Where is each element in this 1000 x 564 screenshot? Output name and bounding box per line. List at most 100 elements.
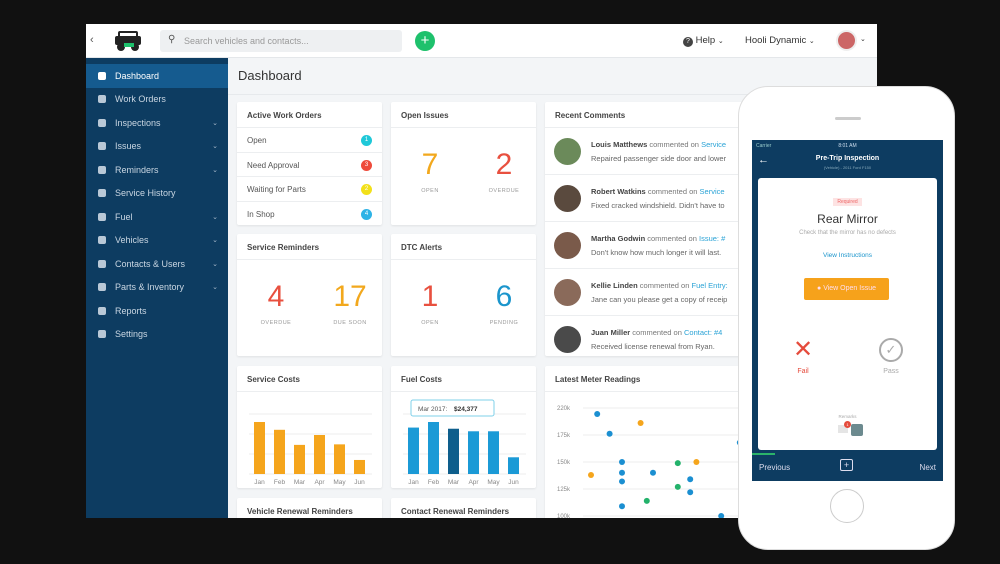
x-tick-label: Jan [408, 479, 419, 486]
comment-item[interactable]: Louis Matthews commented on Service Repai… [545, 128, 745, 175]
dtc-alerts-card[interactable]: DTC Alerts 1 OPEN 6 PENDING [391, 234, 536, 356]
scatter-point[interactable] [643, 497, 650, 504]
sidebar-item-fuel[interactable]: Fuel ⌄ [86, 205, 228, 229]
collapse-sidebar-icon[interactable]: ‹ [90, 34, 94, 46]
sidebar-item-service-history[interactable]: Service History [86, 182, 228, 206]
work-order-row[interactable]: Waiting for Parts 2 [237, 177, 382, 202]
stat-value: 17 [333, 280, 367, 313]
bar[interactable] [508, 457, 519, 474]
sidebar-item-issues[interactable]: Issues ⌄ [86, 135, 228, 159]
comment-item[interactable]: Juan Miller commented on Contact: #4 Rece… [545, 316, 745, 356]
sidebar-item-work-orders[interactable]: Work Orders [86, 88, 228, 112]
scatter-point[interactable] [650, 469, 656, 476]
sidebar-item-reports[interactable]: Reports [86, 299, 228, 323]
scatter-point[interactable] [619, 478, 625, 485]
comment-header: Louis Matthews commented on Service [591, 140, 726, 149]
divider [228, 94, 877, 95]
scatter-point[interactable] [674, 483, 681, 490]
scatter-point[interactable] [619, 503, 625, 510]
top-bar: ‹ ⚲ Search vehicles and contacts... + ? H… [86, 24, 877, 58]
comment-verb: commented on [632, 328, 682, 337]
sidebar-item-vehicles[interactable]: Vehicles ⌄ [86, 229, 228, 253]
scatter-point[interactable] [687, 476, 694, 483]
work-order-row[interactable]: In Shop 4 [237, 202, 382, 226]
help-icon: ? [683, 37, 693, 47]
bar[interactable] [334, 444, 345, 474]
sidebar: Dashboard Work Orders Inspections ⌄ Issues ⌄ R… [86, 58, 228, 518]
scatter-point[interactable] [637, 420, 644, 426]
bar[interactable] [448, 428, 459, 474]
sidebar-item-contacts-users[interactable]: Contacts & Users ⌄ [86, 252, 228, 276]
sidebar-item-parts-inventory[interactable]: Parts & Inventory ⌄ [86, 276, 228, 300]
scatter-point[interactable] [606, 430, 613, 437]
back-arrow-icon[interactable]: ← [758, 154, 769, 166]
add-button[interactable]: + [415, 31, 435, 51]
vehicle-renewal-card[interactable]: Vehicle Renewal Reminders [237, 498, 382, 518]
bar[interactable] [294, 444, 305, 474]
comment-link[interactable]: Issue: # [698, 234, 726, 243]
add-photo-icon[interactable] [851, 424, 863, 436]
card-title: Service Costs [237, 366, 382, 392]
comment-link[interactable]: Service [699, 187, 725, 196]
previous-button[interactable]: Previous [759, 463, 791, 472]
comment-item[interactable]: Robert Watkins commented on Service Fixed… [545, 175, 745, 222]
next-button[interactable]: Next [919, 463, 936, 472]
comment-link[interactable]: Fuel Entry: [691, 281, 728, 290]
account-menu[interactable]: Hooli Dynamic ⌄ [745, 35, 815, 46]
comment-link[interactable]: Service [701, 140, 727, 149]
scatter-point[interactable] [594, 411, 601, 417]
comment-icon[interactable] [838, 425, 848, 433]
fail-button[interactable]: ✕ Fail [783, 338, 823, 376]
card-title: Open Issues [391, 102, 536, 128]
open-issues-card[interactable]: Open Issues 7 OPEN 2 OVERDUE [391, 102, 536, 225]
count-badge: 1 [361, 135, 372, 146]
sidebar-item-reminders[interactable]: Reminders ⌄ [86, 158, 228, 182]
comment-item[interactable]: Martha Godwin commented on Issue: # Don't… [545, 222, 745, 269]
bar[interactable] [488, 431, 499, 474]
service-reminders-card[interactable]: Service Reminders 4 OVERDUE 17 DUE SOON [237, 234, 382, 356]
bar[interactable] [408, 427, 419, 474]
status-time: 8:01 AM [838, 143, 857, 149]
bar[interactable] [468, 431, 479, 474]
scatter-point[interactable] [718, 513, 725, 518]
scatter-point[interactable] [619, 459, 625, 465]
comment-link[interactable]: Contact: #4 [684, 328, 723, 337]
chevron-down-icon: ⌄ [212, 166, 218, 174]
scatter-point[interactable] [674, 460, 681, 467]
add-remark-icon[interactable]: + [840, 459, 853, 471]
count-badge: 2 [361, 184, 372, 195]
scatter-point[interactable] [687, 489, 694, 496]
view-instructions-link[interactable]: View Instructions [822, 252, 872, 259]
bar[interactable] [274, 429, 285, 474]
bar[interactable] [428, 422, 439, 474]
search-input[interactable]: ⚲ Search vehicles and contacts... [160, 30, 402, 52]
screen-title: Pre-Trip Inspection [815, 155, 880, 162]
sidebar-item-label: Fuel [115, 211, 133, 222]
view-open-issue-button[interactable]: ● View Open Issue [804, 278, 889, 300]
carrier: Carrier [756, 143, 772, 149]
comment-text: Repaired passenger side door and lower [591, 154, 727, 163]
sidebar-item-settings[interactable]: Settings [86, 323, 228, 347]
avatar [554, 279, 581, 306]
bar[interactable] [354, 459, 365, 474]
pass-button[interactable]: ✓ Pass [871, 338, 911, 375]
comment-header: Robert Watkins commented on Service [591, 187, 725, 196]
scatter-point[interactable] [619, 469, 625, 476]
work-order-row[interactable]: Open 1 [237, 128, 382, 153]
sidebar-item-dashboard[interactable]: Dashboard [86, 64, 228, 88]
work-order-row[interactable]: Need Approval 3 [237, 153, 382, 177]
contact-renewal-card[interactable]: Contact Renewal Reminders [391, 498, 536, 518]
reminders-icon [98, 165, 106, 174]
chevron-down-icon[interactable]: ⌄ [860, 36, 866, 43]
sidebar-item-inspections[interactable]: Inspections ⌄ [86, 111, 228, 135]
bar[interactable] [254, 422, 265, 474]
comment-item[interactable]: Kellie Linden commented on Fuel Entry: Ja… [545, 269, 745, 316]
scatter-point[interactable] [588, 471, 594, 478]
home-button[interactable] [830, 489, 864, 523]
y-tick-label: 125k [557, 487, 571, 493]
bar[interactable] [314, 435, 325, 474]
scatter-point[interactable] [693, 459, 700, 465]
help-menu[interactable]: ? Help ⌄ [683, 35, 724, 47]
comment-text: Received license renewal from Ryan. [591, 342, 715, 351]
user-avatar[interactable] [836, 30, 857, 51]
